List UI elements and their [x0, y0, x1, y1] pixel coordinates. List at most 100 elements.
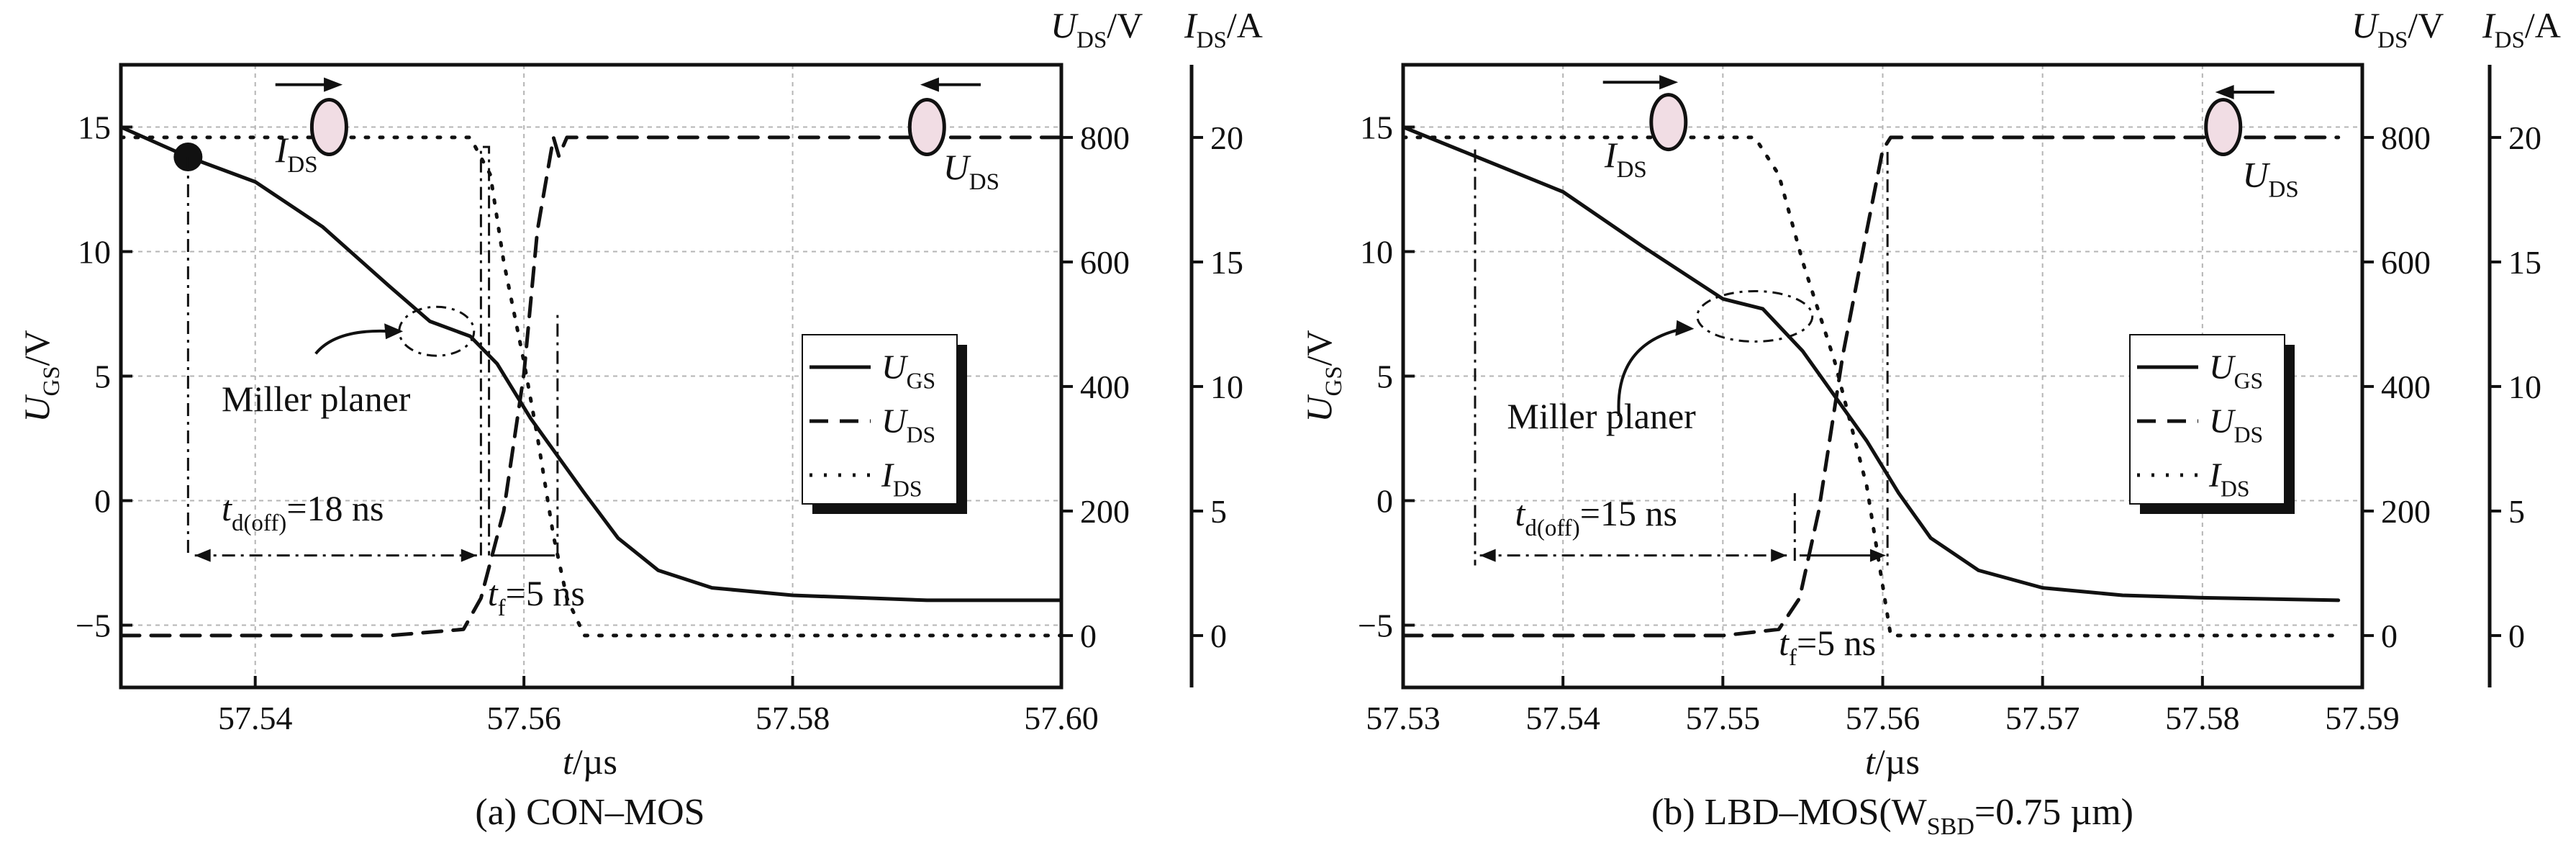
tick-label-right1: 600 [2381, 244, 2431, 281]
miller-arrow [314, 329, 390, 355]
text-part: 10 [1360, 234, 1393, 271]
text-part: U [1299, 394, 1339, 423]
text-part: 200 [1080, 493, 1130, 530]
text-part: t [1515, 493, 1526, 533]
td-arrow-head-left [1479, 549, 1496, 562]
miller-ellipse [398, 305, 476, 357]
series-line-uds [119, 135, 1063, 638]
text-part: I [881, 456, 894, 495]
text-part: /µs [573, 741, 617, 782]
probe-uds-arrow-head [920, 77, 939, 92]
text-part: 5 [1210, 493, 1227, 530]
tick-label-x: 57.53 [1366, 700, 1441, 736]
text-part: 400 [2381, 369, 2431, 405]
text-part: U [881, 402, 909, 441]
text-part: 0 [94, 483, 111, 520]
text-part: U [2209, 402, 2236, 441]
text-part: DS [1076, 27, 1107, 53]
text-part: 57.60 [1024, 700, 1099, 736]
miller-arrow [1617, 327, 1684, 416]
text-part: d(off) [1525, 515, 1579, 541]
text-part: DS [893, 476, 922, 501]
text-part: 5 [2508, 493, 2525, 530]
text-part: DS [2495, 27, 2525, 53]
text-part: 15 [2508, 244, 2541, 281]
tf-marker-start [479, 145, 491, 556]
probe-uds-label: UDS [943, 147, 999, 195]
text-part: /V [17, 330, 57, 366]
text-part: I [2482, 5, 2496, 45]
tick-label-right1: 400 [1080, 369, 1130, 405]
text-part: (a) CON–MOS [475, 792, 704, 833]
text-part: 0 [1377, 483, 1393, 520]
probe-ids-icon [1649, 93, 1688, 152]
text-part: I [2208, 456, 2222, 495]
text-part: /V [1299, 330, 1339, 366]
tick-label-left: 10 [1360, 234, 1393, 271]
series-line-uds [1401, 135, 2341, 638]
text-part: I [1604, 135, 1618, 175]
text-part: t [1865, 741, 1876, 782]
tick-label-right2: 0 [2508, 618, 2525, 654]
series-line-ids [119, 135, 1063, 638]
miller-arrow-head [1675, 320, 1695, 336]
tick-label-right2: 5 [2508, 493, 2525, 530]
tick-label-left: 0 [94, 483, 111, 520]
text-part: =5 ns [1797, 623, 1876, 663]
text-part: DS [1617, 157, 1647, 183]
chart-panel-b: −5 0 5 10 15 57.53 57.54 57.55 57.56 57.57 57.58 57… [1299, 5, 2561, 840]
probe-ids-arrow-head [324, 77, 343, 92]
tick-label-right1: 400 [2381, 369, 2431, 405]
y-axis-title-right1: UDS/V [1051, 5, 1143, 53]
text-part: 10 [78, 234, 111, 271]
text-part: 57.53 [1366, 700, 1441, 736]
tick-label-x: 57.56 [1846, 700, 1920, 736]
text-part: U [2209, 348, 2236, 387]
legend-entry: UDS [881, 402, 935, 447]
tick-label-x: 57.55 [1686, 700, 1761, 736]
text-part: 57.56 [486, 700, 561, 736]
text-part: 15 [1360, 109, 1393, 146]
td-label: td(off)=18 ns [222, 488, 384, 536]
text-part: U [943, 147, 971, 187]
text-part: t [222, 488, 232, 528]
tick-label-left: −5 [76, 608, 111, 644]
y-axis-title-right2: IDS/A [2482, 5, 2561, 53]
text-part: I [275, 130, 289, 170]
text-part: DS [2268, 177, 2298, 203]
text-part: 57.59 [2325, 700, 2400, 736]
series-line-ugs [119, 125, 1063, 602]
text-part: =0.75 µm) [1974, 792, 2133, 833]
text-part: 57.57 [2005, 700, 2080, 736]
tick-label-right1: 800 [1080, 119, 1130, 156]
tick-label-right1: 0 [1080, 618, 1097, 654]
text-part: GS [1321, 366, 1347, 396]
text-part: −5 [1358, 608, 1393, 644]
probe-uds-arrow-head [2215, 85, 2234, 100]
text-part: GS [907, 368, 936, 393]
tick-label-right2: 15 [2508, 244, 2541, 281]
y-axis-title-right2: IDS/A [1184, 5, 1263, 53]
text-part: U [2351, 5, 2380, 45]
text-part: 57.54 [218, 700, 293, 736]
text-part: (b) LBD–MOS(W [1651, 792, 1927, 833]
text-part: SBD [1927, 813, 1974, 840]
tick-label-x: 57.54 [218, 700, 293, 736]
text-part: /V [1107, 5, 1143, 45]
tick-label-left: 5 [94, 358, 111, 395]
probe-ids-label: IDS [275, 130, 318, 178]
text-part: t [488, 573, 499, 613]
miller-label: Miller planer [222, 379, 411, 419]
tick-label-x: 57.58 [756, 700, 830, 736]
text-part: GS [39, 366, 65, 396]
tick-label-right2: 15 [1210, 244, 1243, 281]
text-part: /A [2525, 5, 2561, 45]
td-arrow-head-right [1771, 549, 1787, 562]
probe-ids-label: IDS [1604, 135, 1647, 183]
text-part: I [1184, 5, 1198, 45]
tick-label-right1: 800 [2381, 119, 2431, 156]
tick-label-left: 15 [78, 109, 111, 146]
y-axis-title-left: UGS/V [17, 330, 65, 422]
td-arrow-head-left [194, 549, 211, 562]
